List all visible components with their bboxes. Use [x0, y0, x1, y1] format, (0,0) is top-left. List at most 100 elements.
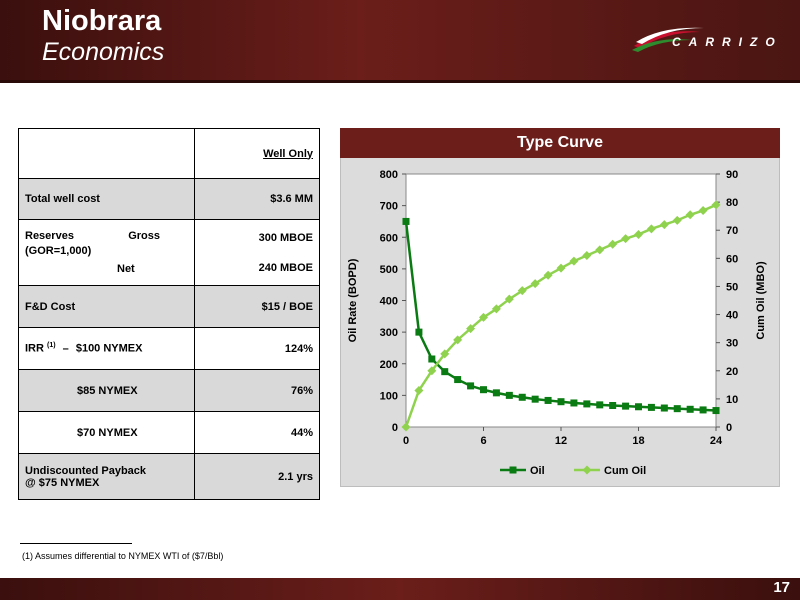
y-tick-label: 500: [380, 264, 398, 276]
table-row: $70 NYMEX 44%: [18, 411, 320, 454]
economics-table: Well Only Total well cost $3.6 MM Reserv…: [18, 128, 320, 500]
y2-axis-label: Cum Oil (MBO): [755, 261, 767, 340]
y-tick-label: 200: [380, 359, 398, 371]
row-value: 44%: [194, 411, 320, 454]
carrizo-logo-icon: [632, 27, 704, 52]
row-label: IRR (1) – $100 NYMEX: [18, 327, 195, 370]
cum-oil-point: [698, 206, 708, 216]
cum-oil-point: [582, 251, 592, 261]
y2-tick-label: 80: [726, 197, 738, 209]
x-tick-label: 18: [632, 435, 644, 447]
footnote: (1) Assumes differential to NYMEX WTI of…: [22, 551, 224, 561]
plot-area: [405, 173, 717, 428]
cum-oil-point: [646, 224, 656, 234]
table-row: Total well cost $3.6 MM: [18, 178, 320, 220]
y2-tick-label: 20: [726, 366, 738, 378]
net-label: Net: [117, 263, 135, 275]
y-tick-label: 600: [380, 232, 398, 244]
page-number: 17: [773, 579, 790, 596]
irr-dash: –: [62, 342, 69, 355]
row-value: 300 MBOE 240 MBOE: [194, 219, 320, 286]
cum-oil-point: [414, 385, 424, 395]
table-row: Reserves Gross (GOR=1,000) Net 300 MBOE 2…: [18, 219, 320, 286]
row-value: 2.1 yrs: [194, 453, 320, 500]
cum-oil-point: [672, 215, 682, 225]
cum-oil-point: [595, 245, 605, 255]
x-tick-label: 6: [480, 435, 486, 447]
cum-oil-point: [543, 270, 553, 280]
cum-oil-point: [453, 335, 463, 345]
gross-value: 300 MBOE: [258, 231, 313, 244]
scenario-label: $70 NYMEX: [77, 426, 138, 439]
row-value: $3.6 MM: [194, 178, 320, 220]
oil-point: [596, 401, 604, 409]
cum-oil-point: [466, 324, 476, 334]
row-label: F&D Cost: [18, 285, 195, 328]
row-value: $15 / BOE: [194, 285, 320, 328]
oil-point: [647, 403, 655, 411]
cum-oil-point: [504, 294, 514, 304]
cum-oil-point: [685, 210, 695, 220]
legend-label: Cum Oil: [604, 465, 646, 477]
x-tick-label: 12: [555, 435, 567, 447]
oil-point: [686, 405, 694, 413]
cum-oil-point: [427, 366, 437, 376]
oil-point: [467, 382, 475, 390]
oil-point: [505, 391, 513, 399]
y-tick-label: 400: [380, 296, 398, 308]
gor-label: (GOR=1,000): [25, 245, 92, 257]
y2-tick-label: 0: [726, 422, 732, 434]
oil-point: [518, 393, 526, 401]
column-header: Well Only: [194, 128, 320, 179]
cum-oil-point: [530, 279, 540, 289]
x-tick-label: 0: [403, 435, 409, 447]
y2-tick-label: 40: [726, 310, 738, 322]
cum-oil-point: [556, 263, 566, 273]
row-label: Total well cost: [18, 178, 195, 220]
oil-point: [544, 396, 552, 404]
oil-point: [635, 403, 642, 411]
oil-point: [441, 368, 449, 376]
chart-title: Type Curve: [340, 128, 780, 158]
cum-oil-point: [440, 349, 450, 359]
oil-point: [583, 400, 591, 408]
oil-point: [622, 402, 630, 410]
oil-point: [402, 217, 410, 225]
scenario-label: $85 NYMEX: [77, 384, 138, 397]
y2-tick-label: 30: [726, 338, 738, 350]
cum-oil-point: [491, 304, 501, 314]
logo-text: CARRIZO: [672, 35, 783, 49]
row-label: $70 NYMEX: [18, 411, 195, 454]
slide-subtitle: Economics: [42, 38, 165, 66]
row-label: Reserves Gross (GOR=1,000) Net: [18, 219, 195, 286]
table-row: IRR (1) – $100 NYMEX 124%: [18, 327, 320, 370]
irr-footnote-marker: (1): [47, 342, 56, 350]
footnote-rule: [20, 543, 132, 544]
irr-label: IRR: [25, 342, 44, 355]
cum-oil-point: [479, 312, 488, 322]
y2-tick-label: 90: [726, 169, 738, 181]
cum-oil-point: [659, 220, 669, 230]
legend-label: Oil: [530, 465, 545, 477]
net-value: 240 MBOE: [258, 261, 313, 274]
header-divider: [0, 80, 800, 83]
oil-point: [673, 405, 681, 413]
reserves-label: Reserves: [25, 230, 74, 242]
row-label: Undiscounted Payback @ $75 NYMEX: [18, 453, 195, 500]
row-value: 76%: [194, 369, 320, 412]
table-row: $85 NYMEX 76%: [18, 369, 320, 412]
oil-point: [415, 328, 423, 336]
y2-tick-label: 10: [726, 394, 738, 406]
x-tick-label: 24: [710, 435, 723, 447]
table-corner-cell: [18, 128, 195, 179]
cum-oil-point: [608, 239, 618, 249]
y-tick-label: 0: [392, 422, 398, 434]
row-label: $85 NYMEX: [18, 369, 195, 412]
oil-point: [699, 406, 707, 414]
y-tick-label: 700: [380, 201, 398, 213]
oil-point: [712, 407, 720, 415]
slide-title: Niobrara: [42, 5, 162, 37]
oil-point: [609, 401, 617, 409]
footer-bar: [0, 578, 800, 600]
cum-oil-point: [621, 234, 631, 244]
